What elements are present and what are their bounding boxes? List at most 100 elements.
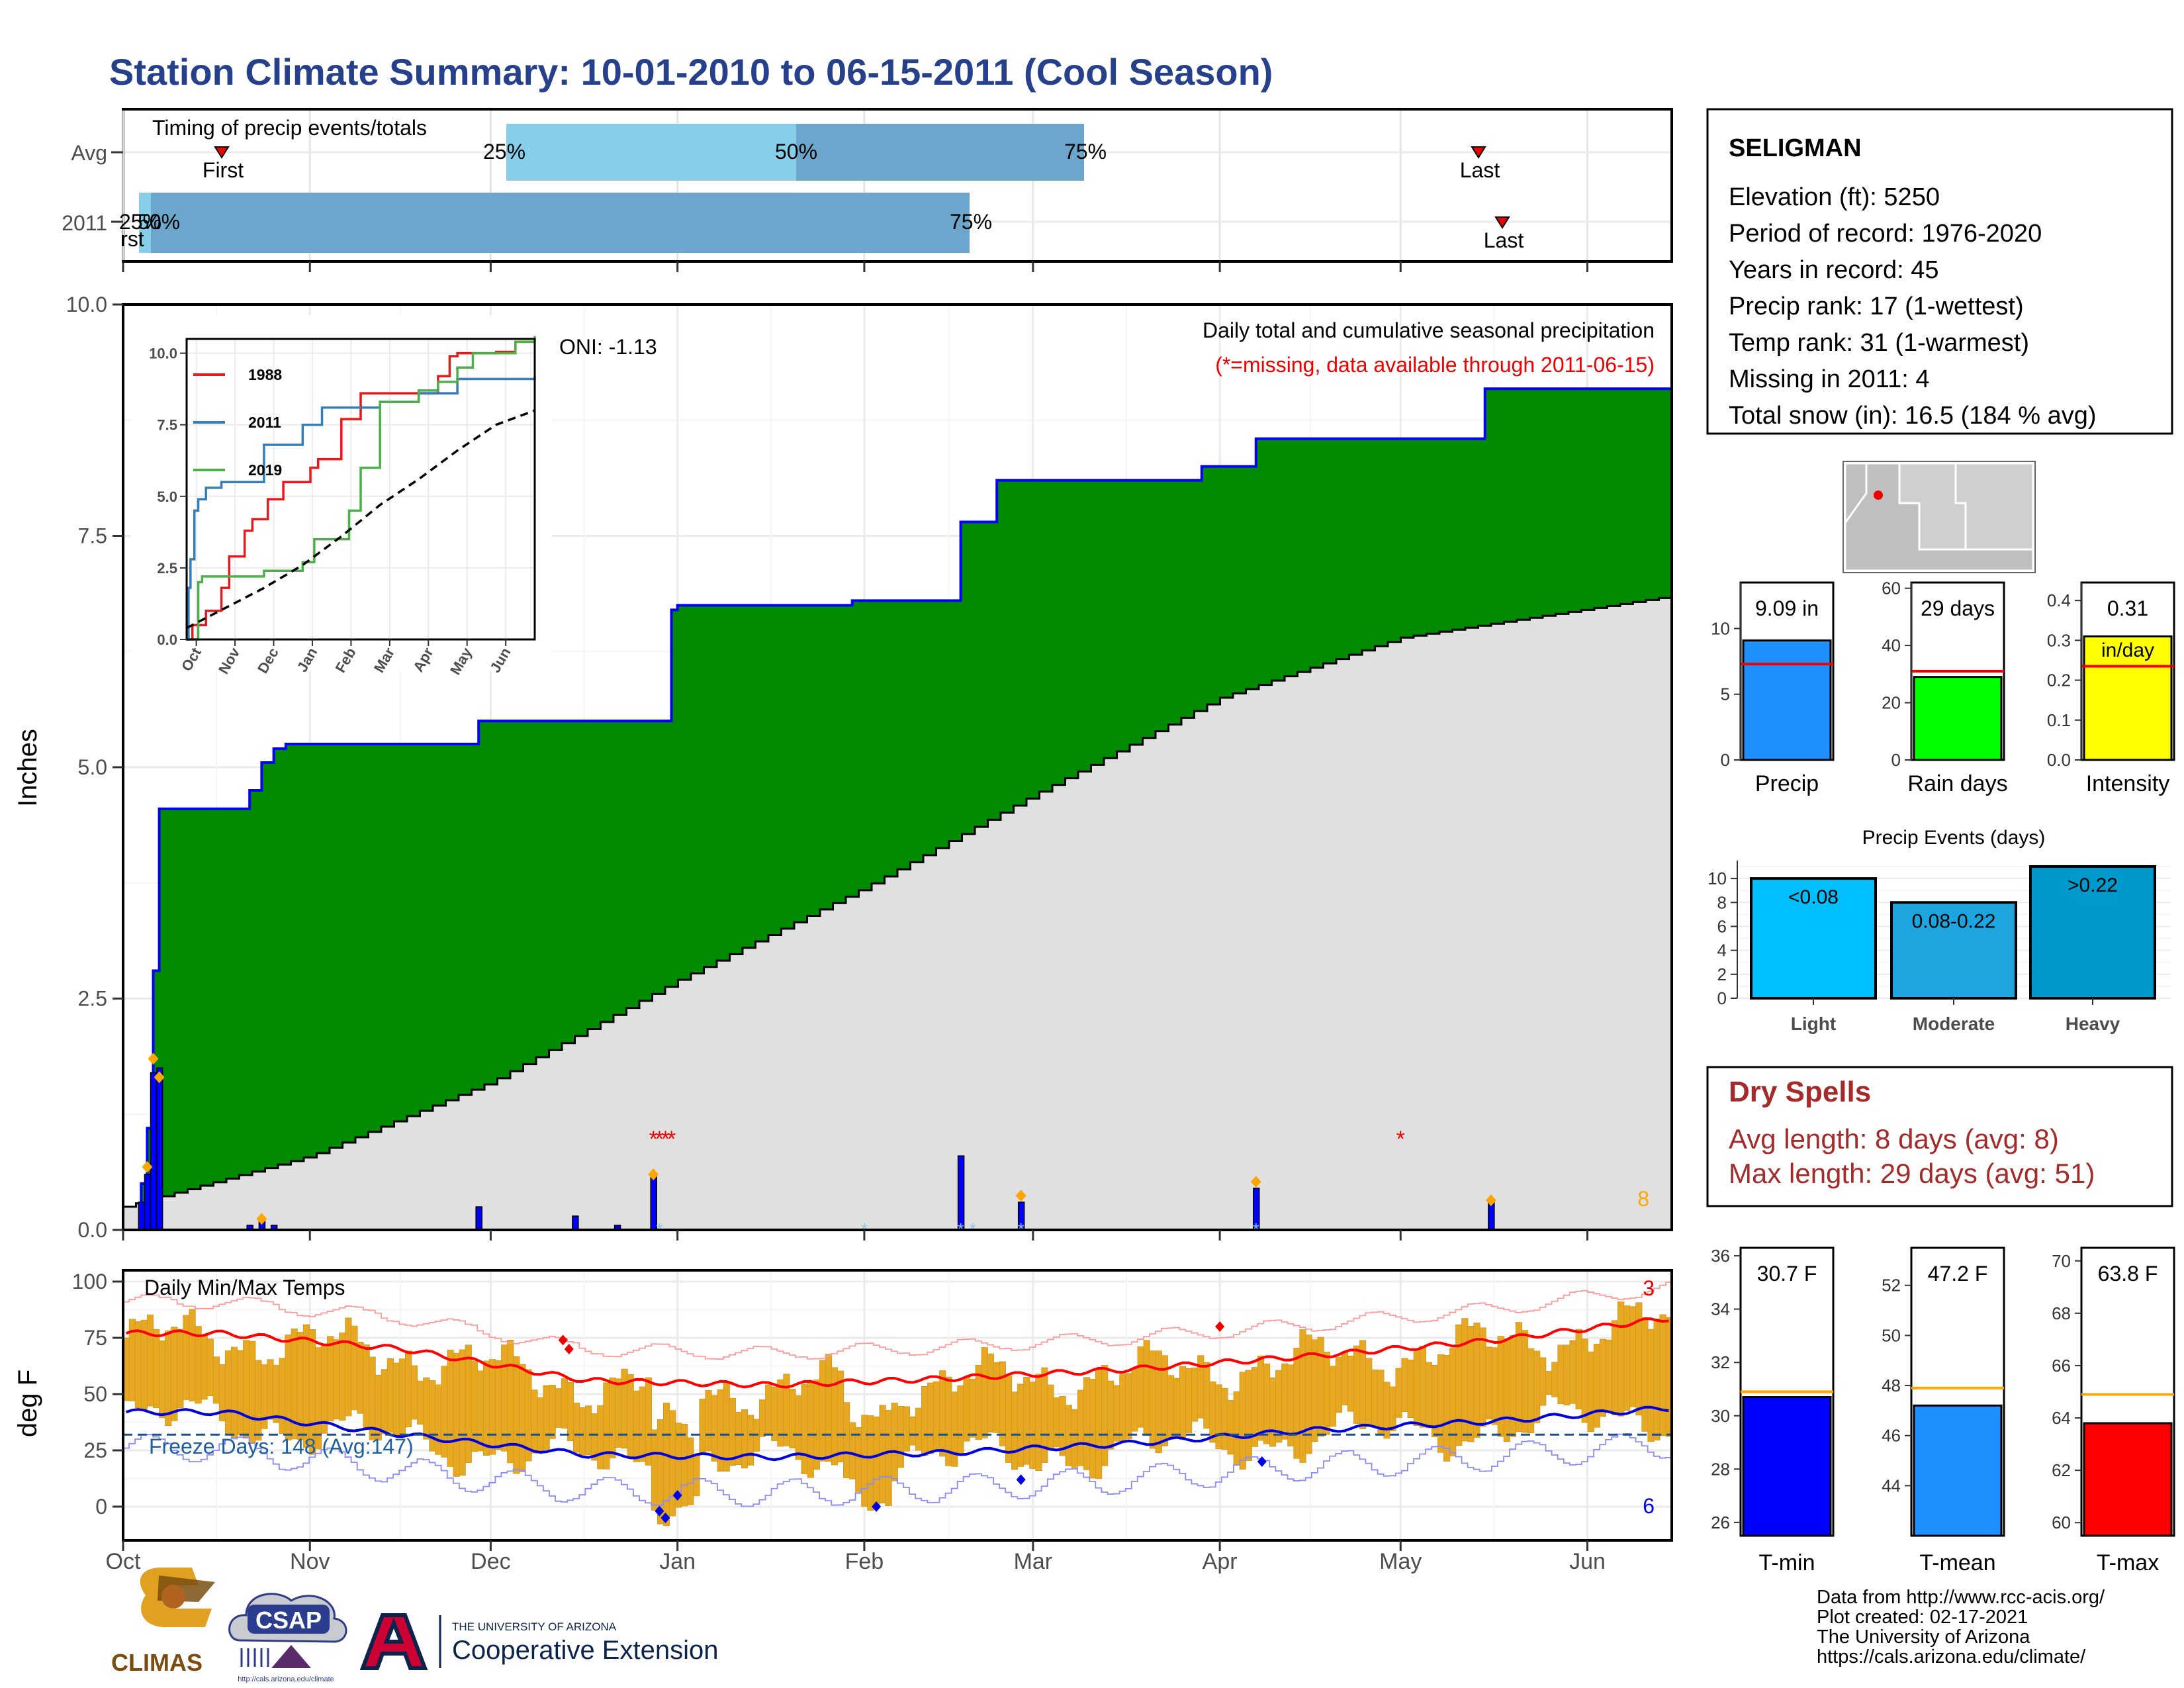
mini-bar-ytick-label: 0.1	[2047, 710, 2071, 730]
station-box: SELIGMAN Elevation (ft): 5250 Period of r…	[1706, 108, 2173, 435]
daily-temp-bar	[1545, 1371, 1553, 1395]
mini-bar-ytick-label: 60	[1882, 579, 1901, 598]
daily-temp-bar	[1569, 1340, 1576, 1404]
daily-temp-bar	[1173, 1378, 1181, 1439]
mini-bar-ytick-label: 0.0	[2047, 750, 2071, 770]
timing-year-label: 2011	[62, 211, 107, 235]
daily-temp-bar	[1563, 1344, 1570, 1405]
mini-bar-ytick-label: 0	[1891, 750, 1901, 770]
daily-temp-bar	[1221, 1387, 1228, 1450]
daily-precip-bar	[138, 1201, 146, 1231]
daily-temp-bar	[417, 1380, 424, 1425]
ua-logo: THE UNIVERSITY OF ARIZONA Cooperative Ex…	[359, 1613, 718, 1670]
daily-temp-bar	[1647, 1329, 1655, 1442]
daily-temp-bar	[1017, 1383, 1024, 1467]
timing-2011-pct50: 50%	[138, 210, 180, 234]
daily-temp-bar	[1281, 1363, 1289, 1440]
snow-day-marker	[154, 1071, 165, 1084]
temp-summary-ytick-label: 34	[1711, 1299, 1730, 1319]
events-bar-range: 0.08-0.22	[1912, 910, 1996, 932]
dry-spells-box: Dry Spells Avg length: 8 days (avg: 8) M…	[1706, 1066, 2173, 1207]
record-high-marker	[1215, 1321, 1225, 1332]
daily-temp-bar	[302, 1324, 310, 1448]
station-info-line: Precip rank: 17 (1-wettest)	[1729, 293, 2024, 320]
timing-avg-pct25: 25%	[483, 140, 525, 164]
station-name: SELIGMAN	[1729, 134, 1862, 162]
daily-temp-bar	[711, 1395, 718, 1462]
station-info-line: Period of record: 1976-2020	[1729, 220, 2042, 248]
daily-temp-bar	[1353, 1345, 1361, 1424]
daily-temp-bar	[1419, 1346, 1426, 1428]
timing-avg-first-label: First	[203, 158, 244, 182]
missing-data-marker: *	[1396, 1127, 1405, 1152]
daily-temp-bar	[1215, 1384, 1222, 1449]
mini-bar-value-unit: in/day	[2101, 639, 2154, 661]
daily-temp-bar	[555, 1388, 562, 1428]
climas-logo-text: CLIMAS	[111, 1649, 203, 1676]
events-ytick-label: 2	[1717, 964, 1727, 984]
daily-temp-bar	[206, 1338, 214, 1396]
temp-summary-ytick-label: 44	[1882, 1476, 1901, 1495]
avg-max-line	[125, 1317, 1669, 1389]
daily-temp-bar	[819, 1360, 826, 1462]
daily-temp-bar	[1179, 1366, 1187, 1440]
temp-title: Daily Min/Max Temps	[144, 1276, 345, 1299]
station-info-line: Total snow (in): 16.5 (184 % avg)	[1729, 402, 2097, 430]
precip-panel: **** ** * * * * * 0.02.55.07.510.0 Inches Dail…	[13, 293, 1673, 1242]
timing-2011-pct75: 75%	[950, 210, 992, 234]
daily-temp-bar	[1137, 1346, 1144, 1428]
events-ytick-label: 8	[1717, 892, 1727, 912]
inset-line-1988	[187, 340, 535, 641]
temp-summary-bars: 26 28 30 32 34 36 30.7 F T-min 44 46 48 50 52 47.2 F T…	[1711, 1246, 2175, 1575]
daily-temp-bar	[482, 1360, 490, 1456]
daily-temp-bar	[519, 1364, 526, 1472]
daily-temp-bar	[1449, 1348, 1457, 1457]
daily-temp-bar	[789, 1389, 796, 1448]
daily-temp-bar	[1125, 1373, 1132, 1440]
daily-temp-bar	[693, 1454, 700, 1497]
daily-temp-bar	[969, 1378, 976, 1438]
events-chart: Precip Events (days) 0 2 4 6 8 10 <0.08 Light 0.…	[1702, 827, 2177, 1045]
daily-temp-bar	[1005, 1376, 1013, 1463]
temp-panel: 0 25 50 75 100 deg F Daily Min/Max Temps Fre…	[13, 1269, 1673, 1574]
csap-logo-text: CSAP	[255, 1607, 322, 1634]
daily-temp-bar	[1029, 1382, 1036, 1469]
daily-temp-bar	[465, 1344, 472, 1464]
events-bar-moderate	[1890, 901, 2017, 1000]
footer-line: Data from http://www.rcc-acis.org/	[1817, 1587, 2105, 1608]
daily-temp-bar	[1533, 1350, 1541, 1423]
timing-avg-last-label: Last	[1460, 158, 1500, 182]
daily-temp-bar	[609, 1378, 616, 1458]
temp-summary-bar-t-max	[2083, 1422, 2173, 1537]
temp-summary-ytick-label: 46	[1882, 1426, 1901, 1446]
daily-temp-bar	[1185, 1368, 1193, 1433]
inset-ytick-label: 7.5	[157, 417, 177, 434]
daily-precip-bar	[1488, 1201, 1495, 1231]
daily-temp-bar	[1155, 1350, 1162, 1454]
daily-temp-bar	[1521, 1330, 1529, 1433]
daily-temp-bar	[591, 1413, 598, 1461]
daily-temp-bar	[855, 1427, 862, 1493]
daily-temp-bar	[249, 1340, 256, 1443]
daily-temp-bar	[687, 1437, 694, 1505]
month-tick-label: Oct	[106, 1549, 141, 1574]
daily-temp-bar	[1023, 1377, 1030, 1465]
daily-temp-bar	[909, 1416, 917, 1446]
daily-temp-bar	[1551, 1362, 1559, 1397]
record-high-marker	[558, 1335, 568, 1346]
daily-temp-bar	[1395, 1368, 1402, 1418]
station-info-line: Elevation (ft): 5250	[1729, 183, 1940, 211]
daily-temp-bar	[398, 1358, 406, 1436]
precip-ytick-label: 5.0	[78, 755, 107, 779]
mini-bar-precip	[1742, 639, 1832, 761]
dry-spells-avg: Avg length: 8 days (avg: 8)	[1729, 1123, 2059, 1154]
mini-bar-intensity	[2083, 635, 2173, 761]
dry-spells-frame	[1706, 1066, 2173, 1207]
daily-temp-bar	[1089, 1378, 1097, 1479]
daily-temp-bar	[1269, 1377, 1277, 1447]
temp-summary-value: 30.7 F	[1757, 1262, 1817, 1286]
daily-temp-bar	[1605, 1339, 1613, 1413]
inset-ytick-label: 2.5	[157, 560, 177, 577]
daily-temp-bar	[1497, 1336, 1504, 1437]
